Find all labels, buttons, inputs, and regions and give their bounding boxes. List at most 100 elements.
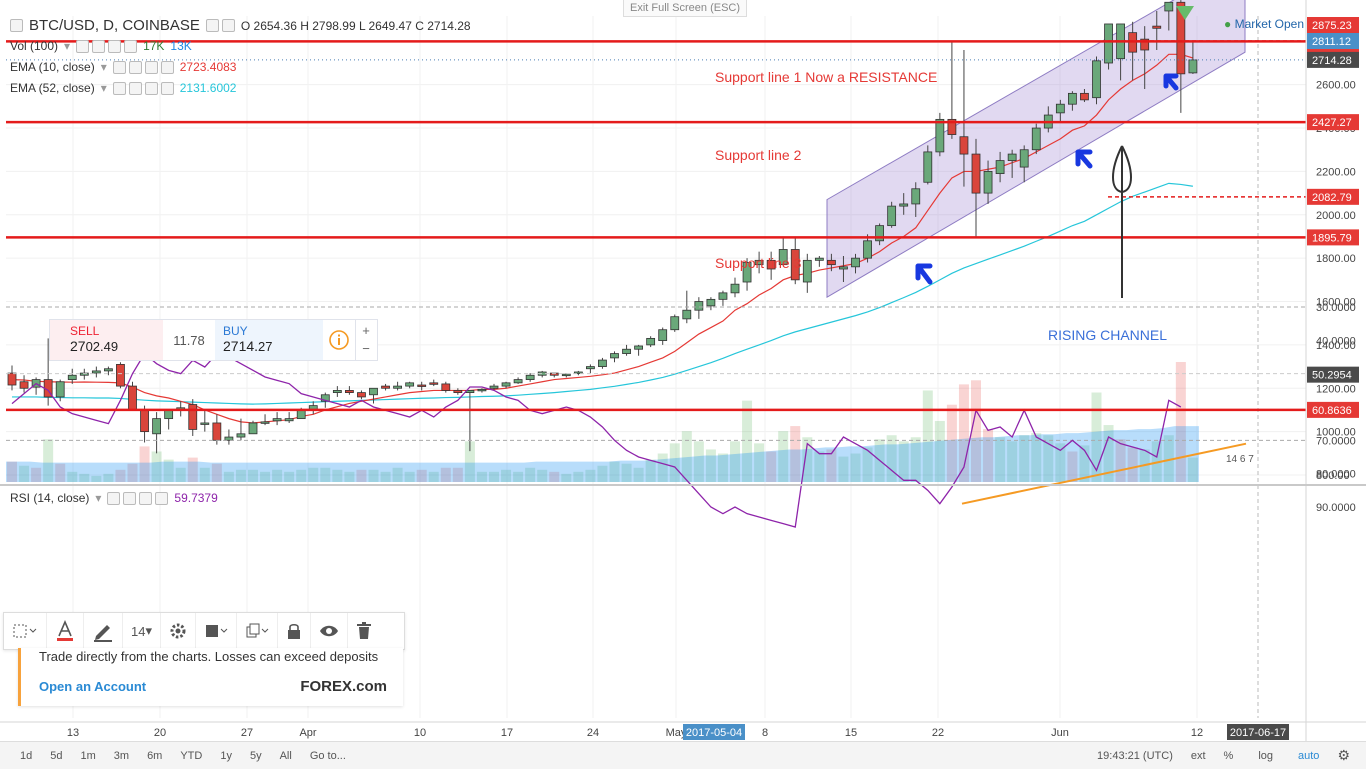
- open-account-link[interactable]: Open an Account: [39, 679, 147, 694]
- range-5d[interactable]: 5d: [50, 749, 63, 762]
- range-ytd[interactable]: YTD: [180, 749, 203, 762]
- buy-button[interactable]: BUY 2714.27: [215, 320, 323, 360]
- candle-body: [971, 153, 981, 194]
- candle-body: [1068, 92, 1077, 105]
- font-size-select[interactable]: 14 ▾: [123, 613, 161, 649]
- fill-icon[interactable]: [196, 613, 237, 649]
- chevron-down-icon[interactable]: ▾: [64, 39, 71, 53]
- range-1y[interactable]: 1y: [220, 749, 232, 762]
- volume-bar: [995, 437, 1006, 482]
- volume-bar: [380, 471, 391, 482]
- ext-toggle[interactable]: ext: [1190, 749, 1206, 762]
- price-label: 2714.28: [1312, 55, 1352, 67]
- ema10-buttons[interactable]: [112, 60, 174, 74]
- ema52-buttons[interactable]: [112, 81, 174, 95]
- exit-fullscreen-button[interactable]: Exit Full Screen (ESC): [623, 0, 747, 17]
- trash-icon[interactable]: [348, 613, 380, 649]
- candle-body: [839, 266, 848, 270]
- volume-bar: [1175, 362, 1186, 482]
- chevron-down-icon[interactable]: ▾: [95, 491, 102, 505]
- eye-icon[interactable]: [107, 491, 121, 505]
- volume-value-2: 13K: [170, 39, 192, 53]
- eye-icon[interactable]: [76, 39, 90, 53]
- select-icon[interactable]: [4, 613, 47, 649]
- plus-icon[interactable]: [144, 60, 158, 74]
- auto-toggle[interactable]: auto: [1298, 749, 1320, 762]
- buy-label: BUY: [223, 324, 248, 338]
- volume-bar: [284, 471, 295, 482]
- time-tick-label: May: [666, 727, 687, 739]
- range-3m[interactable]: 3m: [113, 749, 130, 762]
- gear-icon[interactable]: [123, 491, 137, 505]
- copy-icon[interactable]: [237, 613, 278, 649]
- range-6m[interactable]: 6m: [147, 749, 163, 762]
- volume-bar: [392, 467, 403, 482]
- candle-body: [814, 257, 824, 261]
- volume-bar: [476, 471, 487, 482]
- lock-icon[interactable]: [278, 613, 311, 649]
- gear-icon[interactable]: [128, 60, 142, 74]
- gear-icon[interactable]: [92, 39, 106, 53]
- price-label-bg: [1307, 51, 1359, 68]
- plus-icon[interactable]: [108, 39, 122, 53]
- close-icon[interactable]: [155, 491, 169, 505]
- candle-body: [393, 385, 403, 389]
- gear-icon[interactable]: [161, 613, 196, 649]
- price-tick-label: 1000.00: [1316, 427, 1356, 439]
- bottom-bar: 1d 5d 1m 3m 6m YTD 1y 5y All Go to... 19…: [0, 741, 1366, 769]
- candle-body: [827, 259, 836, 266]
- percent-toggle[interactable]: %: [1223, 749, 1234, 762]
- eye-icon[interactable]: [205, 19, 219, 32]
- sell-button[interactable]: SELL 2702.49: [50, 320, 163, 360]
- candle-body: [983, 171, 993, 194]
- collapse-icon[interactable]: [10, 19, 23, 32]
- ema52-line: [12, 182, 1193, 405]
- chevron-down-icon[interactable]: ▾: [100, 60, 107, 74]
- info-icon[interactable]: [323, 320, 355, 360]
- pen-icon[interactable]: [84, 613, 123, 649]
- eye-icon[interactable]: [311, 613, 348, 649]
- gear-icon[interactable]: [128, 81, 142, 95]
- goto-button[interactable]: Go to...: [309, 749, 346, 762]
- legend-buttons[interactable]: [205, 19, 235, 32]
- ema10-label: EMA (10, close): [10, 60, 95, 74]
- close-icon[interactable]: [160, 60, 174, 74]
- volume-bar: [657, 453, 668, 482]
- candle-body: [1055, 103, 1065, 114]
- zoom-minus-button[interactable]: −: [362, 341, 370, 356]
- close-icon[interactable]: [160, 81, 174, 95]
- zoom-plus-button[interactable]: +: [362, 323, 370, 338]
- plus-icon[interactable]: [139, 491, 153, 505]
- range-all[interactable]: All: [279, 749, 292, 762]
- gear-icon[interactable]: ⚙: [1337, 747, 1350, 763]
- cursor-date-label: 2017-05-04: [686, 727, 742, 739]
- chevron-down-icon[interactable]: ▾: [100, 81, 107, 95]
- eye-icon[interactable]: [112, 81, 126, 95]
- candle-body: [959, 136, 969, 155]
- volume-bar: [525, 467, 536, 482]
- volume-bar: [826, 449, 837, 482]
- gear-icon[interactable]: [221, 19, 235, 32]
- time-tick-label: 27: [241, 727, 253, 739]
- volume-bar: [79, 473, 90, 482]
- text-color-icon[interactable]: [47, 613, 84, 649]
- range-1d[interactable]: 1d: [20, 749, 33, 762]
- ema10-value: 2723.4083: [179, 60, 237, 74]
- log-toggle[interactable]: log: [1258, 749, 1274, 762]
- volume-legend: Vol (100) ▾ 17K 13K: [10, 39, 192, 53]
- eye-icon[interactable]: [112, 60, 126, 74]
- candle-body: [935, 118, 945, 153]
- rsi-buttons[interactable]: [107, 491, 169, 505]
- time-tick-label: 22: [932, 727, 944, 739]
- range-1m[interactable]: 1m: [80, 749, 96, 762]
- close-icon[interactable]: [124, 39, 138, 53]
- end-date-label: 2017-06-17: [1230, 727, 1286, 739]
- range-5y[interactable]: 5y: [249, 749, 262, 762]
- volume-ma-area: [6, 426, 1199, 482]
- volume-bar: [633, 467, 644, 482]
- plus-icon[interactable]: [144, 81, 158, 95]
- vol-buttons[interactable]: [76, 39, 138, 53]
- candle-body: [284, 418, 294, 422]
- candle-body: [911, 188, 921, 205]
- volume-bar: [175, 467, 186, 482]
